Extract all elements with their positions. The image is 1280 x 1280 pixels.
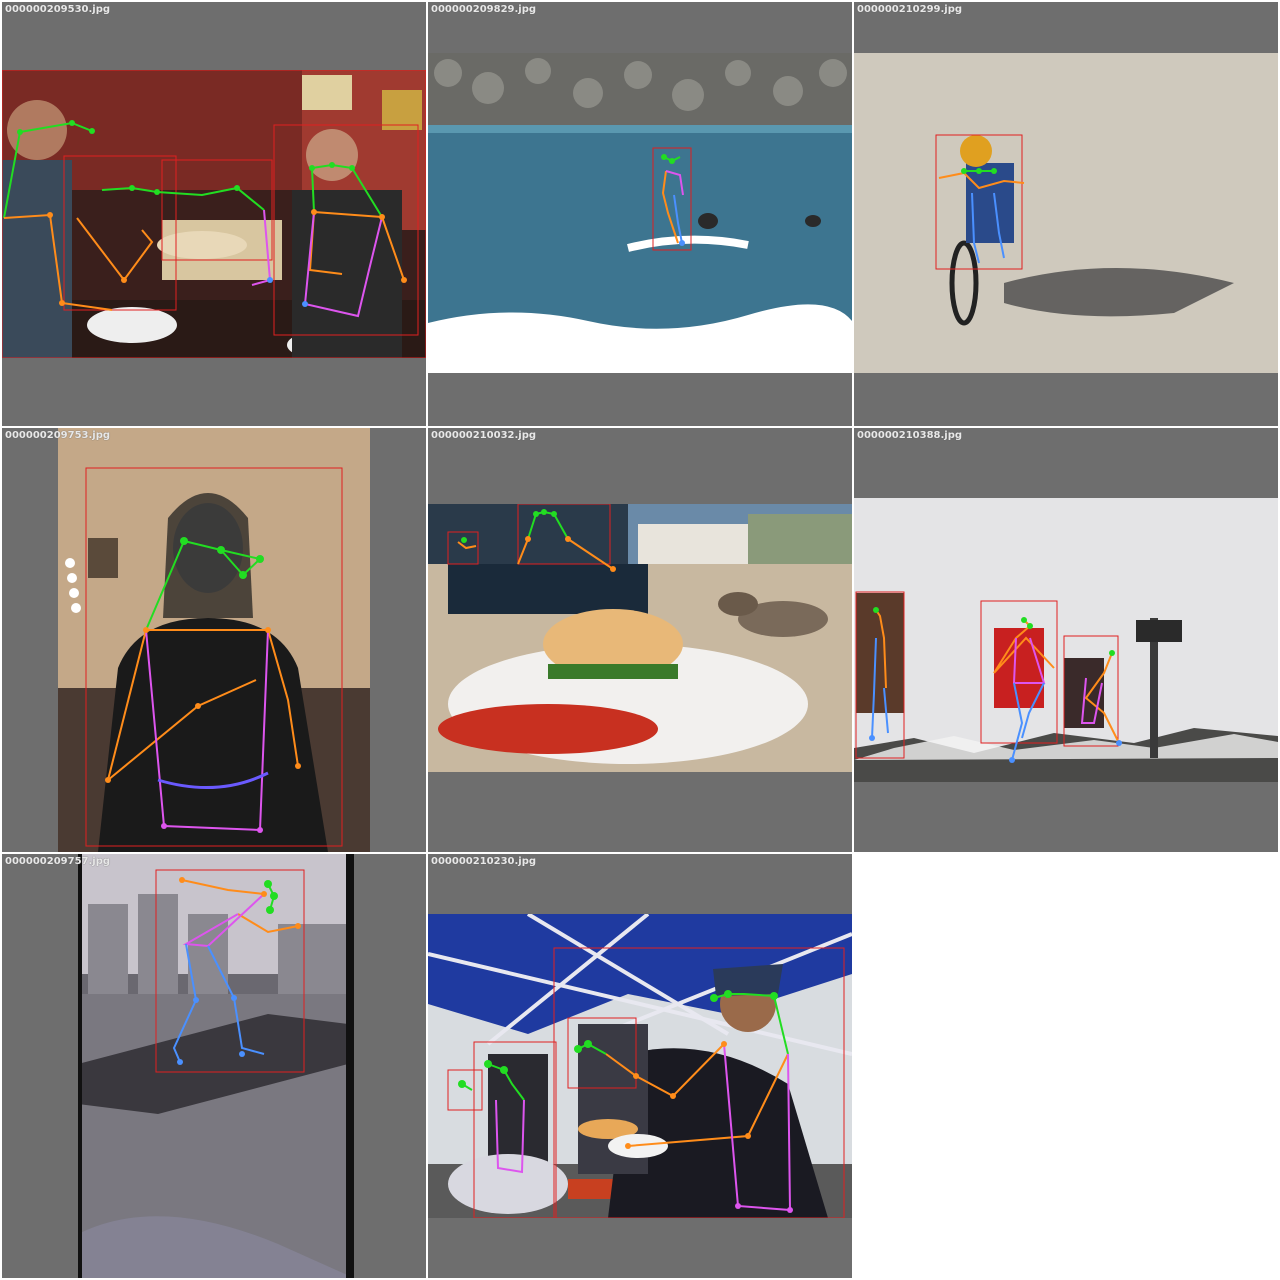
restaurant-photo xyxy=(2,70,426,358)
tile-filename: 000000210299.jpg xyxy=(857,4,963,15)
tile-filename: 000000210032.jpg xyxy=(431,430,537,441)
tile-filename: 000000209829.jpg xyxy=(431,4,537,15)
tile-7: 000000209757.jpg xyxy=(2,854,426,1278)
tile-filename: 000000210230.jpg xyxy=(431,856,537,867)
navy-photo xyxy=(428,914,852,1218)
surf-photo xyxy=(428,53,852,373)
tile-5: 000000210032.jpg xyxy=(428,428,852,852)
tile-filename: 000000209757.jpg xyxy=(5,856,111,867)
hikers-photo xyxy=(854,498,1278,782)
phone-photo xyxy=(58,428,370,852)
tile-1: 000000209530.jpg xyxy=(2,2,426,426)
tile-2: 000000209829.jpg xyxy=(428,2,852,426)
tile-3: 000000210299.jpg xyxy=(854,2,1278,426)
tile-8: 000000210230.jpg xyxy=(428,854,852,1278)
tile-filename: 000000210388.jpg xyxy=(857,430,963,441)
tile-6: 000000210388.jpg xyxy=(854,428,1278,852)
tile-4: 000000209753.jpg xyxy=(2,428,426,852)
burger-photo xyxy=(428,504,852,772)
empty-slot xyxy=(854,854,1278,1278)
bicycle-photo xyxy=(854,53,1278,373)
skateboard-photo xyxy=(78,854,354,1278)
tile-filename: 000000209530.jpg xyxy=(5,4,111,15)
tile-filename: 000000209753.jpg xyxy=(5,430,111,441)
